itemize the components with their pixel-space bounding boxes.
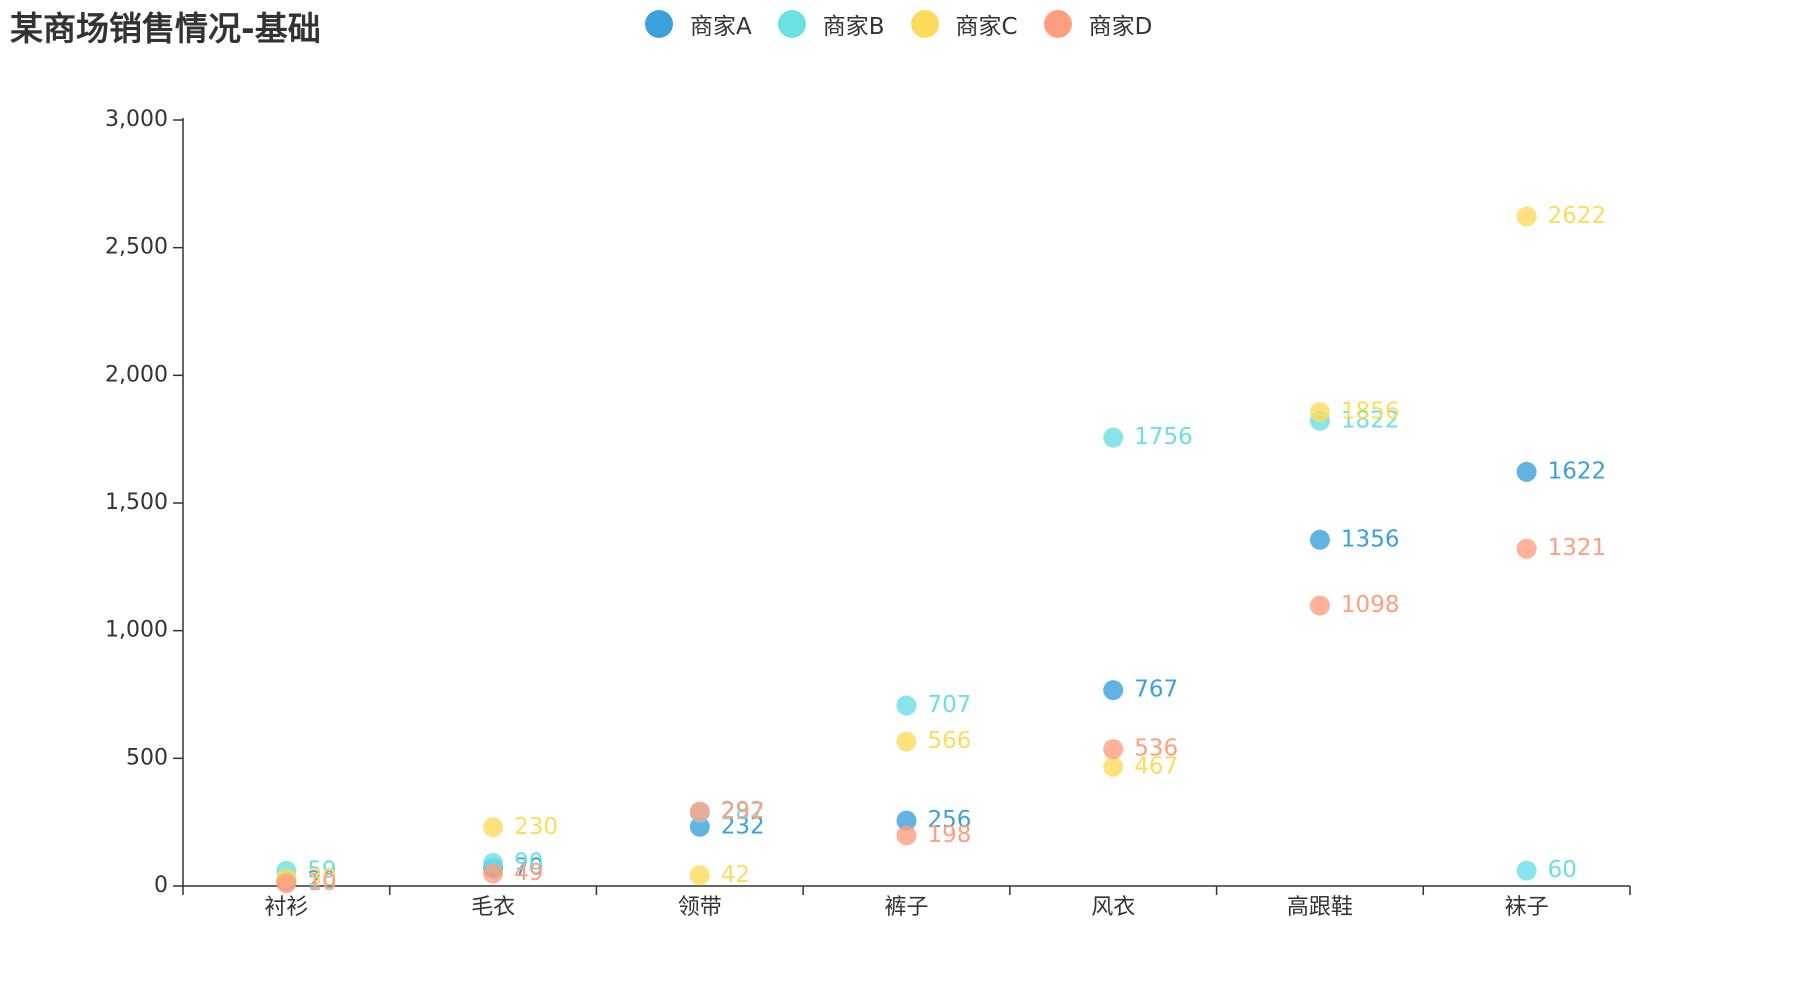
data-point-c[interactable] <box>1309 402 1330 423</box>
data-point-d[interactable] <box>1103 739 1124 760</box>
x-tick-label: 风衣 <box>1091 895 1135 920</box>
data-point-c[interactable] <box>1516 206 1537 227</box>
data-point-d[interactable] <box>689 801 710 822</box>
x-tick-label: 高跟鞋 <box>1287 895 1353 920</box>
data-label-d: 49 <box>514 860 543 886</box>
data-point-c[interactable] <box>483 817 504 838</box>
data-label-c: 42 <box>721 862 750 888</box>
y-tick-label: 2,000 <box>105 362 168 387</box>
legend-label-b: 商家B <box>822 14 885 40</box>
data-point-b[interactable] <box>1516 860 1537 881</box>
data-point-a[interactable] <box>1103 680 1124 701</box>
data-point-d[interactable] <box>1309 595 1330 616</box>
data-label-b: 59 <box>307 857 336 883</box>
legend-label-c: 商家C <box>955 14 1018 40</box>
legend-item-d[interactable]: 商家D <box>1043 7 1153 41</box>
data-point-d[interactable] <box>896 825 917 846</box>
x-tick-label: 领带 <box>678 895 722 920</box>
legend-marker-b <box>777 10 806 38</box>
data-label-c: 467 <box>1134 753 1178 779</box>
data-label-a: 1622 <box>1548 458 1607 484</box>
legend-item-b[interactable]: 商家B <box>777 7 885 41</box>
data-label-b: 90 <box>514 850 543 876</box>
data-label-c: 230 <box>514 814 558 840</box>
data-label-b: 707 <box>928 692 972 718</box>
data-point-a[interactable] <box>1516 461 1537 482</box>
data-label-b: 1756 <box>1134 424 1193 450</box>
y-tick-label: 2,500 <box>105 235 168 260</box>
x-tick-label: 裤子 <box>884 895 928 920</box>
data-labels: 20 70 232 256 767 1356 1622 59 90 287 707 1756 1822 6… <box>307 203 1606 896</box>
data-points <box>276 206 1537 894</box>
data-label-a: 256 <box>928 807 972 833</box>
data-label-d: 292 <box>721 798 765 824</box>
data-point-c[interactable] <box>896 731 917 752</box>
data-label-d: 1321 <box>1548 535 1607 561</box>
data-label-a: 20 <box>307 867 336 893</box>
data-point-a[interactable] <box>689 816 710 837</box>
data-label-a: 1356 <box>1341 526 1400 552</box>
x-tick-label: 袜子 <box>1505 895 1549 920</box>
data-label-a: 70 <box>514 855 543 881</box>
y-tick-label: 1,000 <box>105 618 168 643</box>
data-label-b: 1822 <box>1341 407 1400 433</box>
data-point-b[interactable] <box>896 695 917 716</box>
legend: 商家A 商家B 商家C 商家D <box>645 7 1178 41</box>
x-tick-label: 毛衣 <box>471 895 515 920</box>
y-tick-label: 3,000 <box>105 107 168 132</box>
y-tick-label: 500 <box>126 745 168 770</box>
data-point-c[interactable] <box>1103 756 1124 777</box>
legend-label-a: 商家A <box>690 14 752 40</box>
data-point-c[interactable] <box>689 865 710 886</box>
data-label-d: 10 <box>307 870 336 896</box>
data-label-d: 198 <box>928 822 972 848</box>
data-label-b: 287 <box>721 799 765 825</box>
data-label-a: 232 <box>721 813 765 839</box>
chart-title: 某商场销售情况-基础 <box>10 9 321 48</box>
data-point-a[interactable] <box>896 810 917 831</box>
data-label-b: 60 <box>1548 857 1577 883</box>
data-label-d: 1098 <box>1341 592 1400 618</box>
legend-label-d: 商家D <box>1088 14 1153 40</box>
data-label-c: 30 <box>307 865 336 891</box>
data-label-c: 566 <box>928 728 972 754</box>
legend-item-c[interactable]: 商家C <box>910 7 1018 41</box>
y-tick-label: 1,500 <box>105 490 168 515</box>
data-label-d: 536 <box>1134 736 1178 762</box>
legend-item-a[interactable]: 商家A <box>645 7 752 41</box>
data-point-a[interactable] <box>1309 529 1330 550</box>
data-point-d[interactable] <box>483 863 504 884</box>
data-point-d[interactable] <box>1516 538 1537 559</box>
legend-marker-a <box>645 10 673 38</box>
y-tick-label: 0 <box>154 873 168 898</box>
legend-marker-c <box>910 10 939 38</box>
data-label-c: 1856 <box>1341 399 1400 425</box>
legend-marker-d <box>1043 10 1072 38</box>
data-label-a: 767 <box>1134 677 1178 703</box>
data-point-b[interactable] <box>1103 427 1124 448</box>
data-point-d[interactable] <box>276 873 297 894</box>
axes: 0 500 1,000 1,500 2,000 2,500 3,000 衬衫 毛衣 领带 裤子 风衣 高… <box>105 107 1631 920</box>
x-tick-label: 衬衫 <box>264 895 308 920</box>
data-label-c: 2622 <box>1548 203 1607 229</box>
